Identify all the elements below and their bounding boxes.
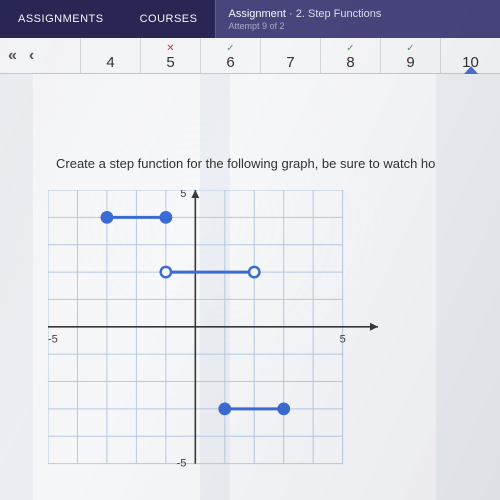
question-7[interactable]: 7 [260, 38, 320, 73]
nav-first-icon[interactable]: « [8, 47, 17, 65]
question-4[interactable]: 4 [80, 38, 140, 73]
question-9[interactable]: ✓9 [380, 38, 440, 73]
correct-icon: ✓ [346, 44, 354, 54]
svg-text:-5: -5 [177, 457, 187, 469]
svg-text:5: 5 [180, 190, 186, 200]
correct-icon: ✓ [406, 44, 414, 54]
tab-courses[interactable]: COURSES [122, 0, 216, 38]
bg-tint [0, 74, 33, 500]
question-number: 6 [226, 54, 234, 71]
question-8[interactable]: ✓8 [320, 38, 380, 73]
question-number: 8 [346, 54, 354, 71]
svg-text:5: 5 [340, 334, 346, 346]
nav-prev-icon[interactable]: ‹ [29, 47, 34, 65]
question-number: 5 [166, 54, 174, 71]
svg-text:-5: -5 [48, 334, 58, 346]
question-5[interactable]: ✕5 [140, 38, 200, 73]
question-number: 4 [106, 54, 114, 71]
tab-assignments[interactable]: ASSIGNMENTS [0, 0, 122, 38]
assignment-title: · 2. Step Functions [289, 8, 381, 20]
correct-icon: ✓ [226, 44, 234, 54]
step-function-graph: -5 5 5 -5 [48, 190, 378, 480]
graph-svg: -5 5 5 -5 [48, 190, 378, 480]
question-navigator: « ‹ 4✕5✓67✓8✓910 [0, 38, 500, 74]
assignment-label: Assignment [228, 8, 285, 20]
assignment-subtitle: Attempt 9 of 2 [228, 21, 488, 31]
top-nav: ASSIGNMENTS COURSES Assignment · 2. Step… [0, 0, 500, 38]
assignment-header: Assignment · 2. Step Functions Attempt 9… [215, 0, 500, 38]
nav-arrows: « ‹ [0, 47, 80, 65]
question-number: 7 [286, 54, 294, 71]
question-prompt: Create a step function for the following… [56, 156, 435, 171]
bg-tint [436, 74, 500, 500]
wrong-icon: ✕ [166, 44, 174, 54]
content-area: Create a step function for the following… [0, 74, 500, 500]
question-number: 9 [406, 54, 414, 71]
active-indicator-icon [464, 66, 478, 74]
question-10[interactable]: 10 [440, 38, 500, 73]
question-6[interactable]: ✓6 [200, 38, 260, 73]
